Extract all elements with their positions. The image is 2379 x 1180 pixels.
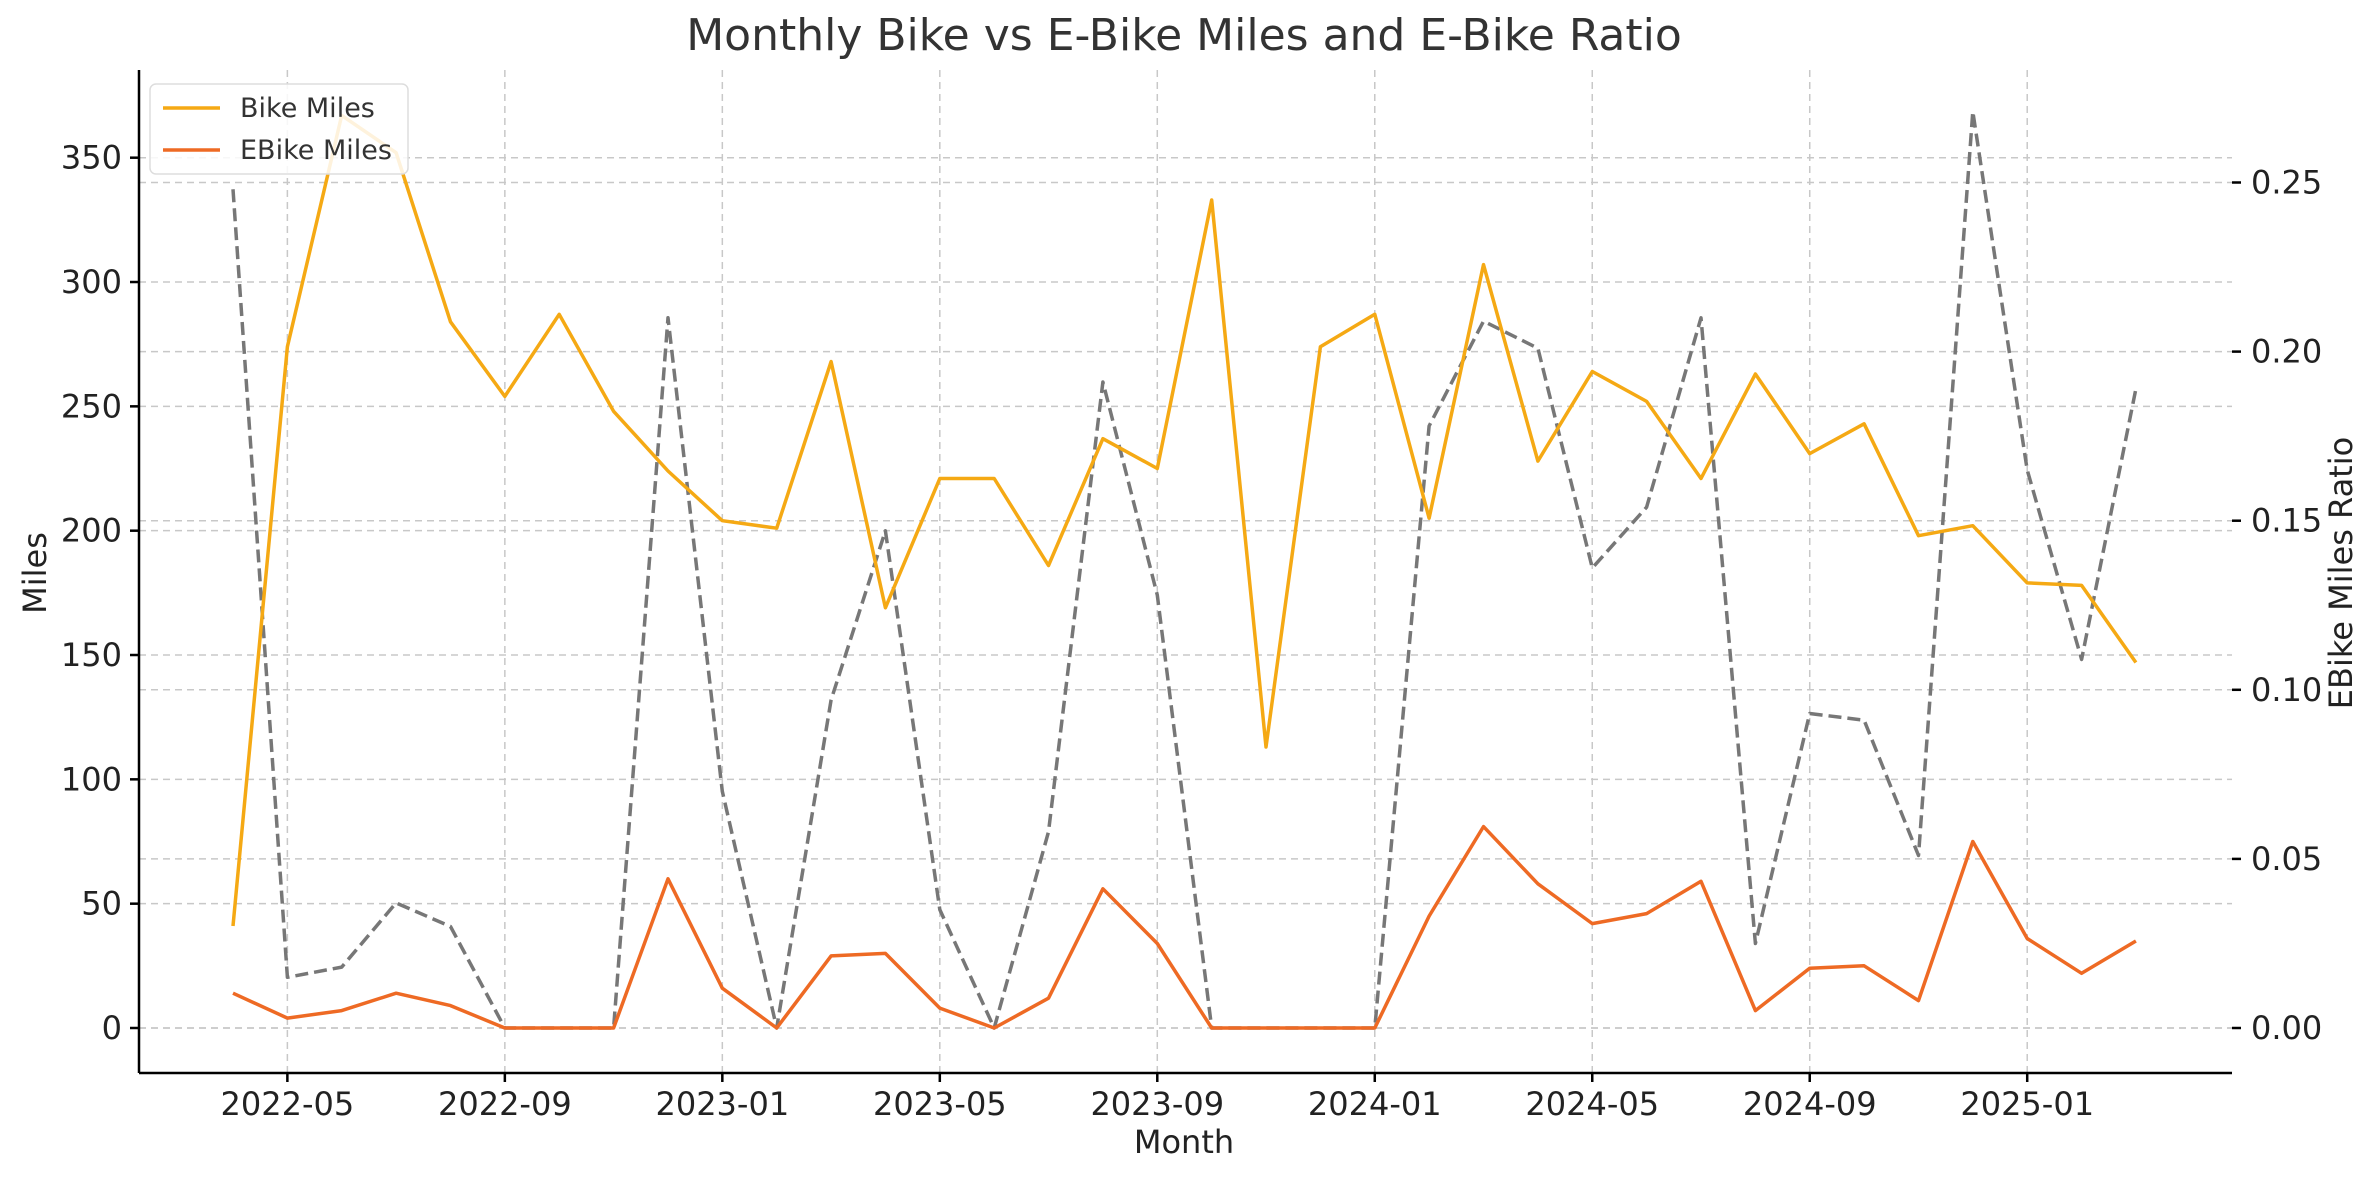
x-axis-label: Month [1134, 1123, 1234, 1161]
y-tick-label-left: 300 [61, 263, 122, 301]
series-line-bike-miles [231, 113, 2138, 927]
x-tick-label: 2023-09 [1090, 1085, 1224, 1123]
y-tick-label-right: 0.05 [2251, 840, 2322, 878]
series-layer [231, 109, 2138, 1030]
x-tick-label: 2023-01 [655, 1085, 789, 1123]
x-tick-label: 2022-09 [438, 1085, 572, 1123]
chart-title: Monthly Bike vs E-Bike Miles and E-Bike … [686, 10, 1682, 61]
y-tick-label-right: 0.20 [2251, 333, 2322, 371]
y-tick-label-left: 350 [61, 139, 122, 177]
x-tick-label: 2023-05 [873, 1085, 1007, 1123]
series-line-ebike-ratio [231, 109, 2138, 1030]
x-tick-label: 2022-05 [221, 1085, 355, 1123]
y-tick-label-left: 200 [61, 512, 122, 550]
axes-layer [137, 70, 2232, 1075]
y-axis-label-left: Miles [16, 532, 54, 614]
y-tick-label-left: 100 [61, 760, 122, 798]
y-tick-label-right: 0.00 [2251, 1009, 2322, 1047]
ticks-layer: 2022-05 2022-09 2023-01 2023-05 2023-09 2024-… [61, 139, 2322, 1123]
legend: Bike Miles EBike Miles [149, 83, 409, 175]
y-tick-label-right: 0.10 [2251, 671, 2322, 709]
x-tick-label: 2025-01 [1960, 1085, 2094, 1123]
y-tick-label-right: 0.15 [2251, 502, 2322, 540]
grid-layer [139, 70, 2232, 1073]
y-tick-label-left: 150 [61, 636, 122, 674]
y-tick-label-right: 0.25 [2251, 164, 2322, 202]
x-tick-label: 2024-09 [1743, 1085, 1877, 1123]
series-line-ebike-miles [232, 824, 2137, 1030]
x-tick-label: 2024-01 [1308, 1085, 1442, 1123]
legend-label-ebike-miles: EBike Miles [240, 135, 392, 166]
y-tick-label-left: 50 [81, 885, 122, 923]
x-tick-label: 2024-05 [1525, 1085, 1659, 1123]
y-tick-label-left: 0 [102, 1009, 122, 1047]
y-axis-label-right: EBike Miles Ratio [2322, 437, 2360, 709]
legend-label-bike-miles: Bike Miles [240, 93, 375, 124]
y-tick-label-left: 250 [61, 387, 122, 425]
